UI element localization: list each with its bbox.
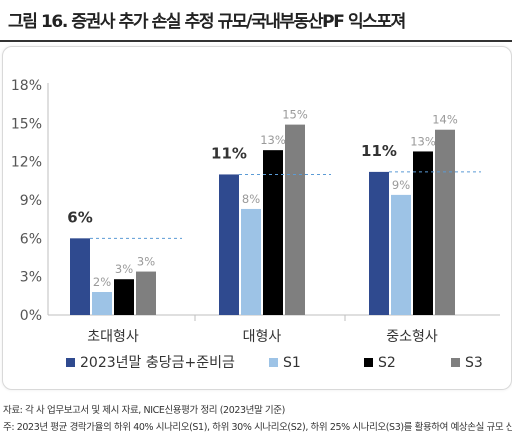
bar — [219, 174, 239, 315]
bar — [263, 150, 283, 315]
data-label: 14% — [432, 113, 458, 127]
data-label: 9% — [392, 178, 410, 192]
bar — [70, 238, 90, 315]
legend-label: S1 — [283, 355, 301, 371]
data-label: 3% — [137, 255, 155, 269]
legend-label: S2 — [378, 355, 396, 371]
bar — [391, 194, 411, 315]
title-divider — [0, 40, 512, 42]
x-category-label: 초대형사 — [87, 329, 139, 345]
bar — [369, 171, 389, 315]
y-tick-label: 3% — [20, 270, 42, 286]
bar — [285, 124, 305, 315]
data-label: 13% — [260, 133, 286, 147]
legend-swatch — [269, 358, 278, 367]
bar — [92, 292, 112, 315]
source-note: 자료: 각 사 업무보고서 및 제시 자료, NICE신용평가 정리 (2023… — [3, 405, 285, 416]
legend-swatch — [66, 358, 75, 367]
data-label: 13% — [410, 134, 436, 148]
y-tick-label: 9% — [20, 193, 42, 209]
data-label: 6% — [67, 208, 92, 226]
y-tick-label: 12% — [11, 155, 42, 171]
y-tick-label: 0% — [20, 308, 42, 324]
data-label: 3% — [115, 262, 133, 276]
legend-swatch — [364, 358, 373, 367]
y-tick-label: 15% — [11, 116, 42, 132]
legend-label: 2023년말 충당금+준비금 — [80, 355, 235, 371]
data-label: 8% — [242, 192, 260, 206]
x-category-label: 중소형사 — [386, 329, 438, 345]
legend-label: S3 — [465, 355, 483, 371]
x-category-label: 대형사 — [243, 329, 282, 345]
y-tick-label: 6% — [20, 231, 42, 247]
legend-swatch — [451, 358, 460, 367]
data-label: 2% — [93, 275, 111, 289]
bar — [413, 151, 433, 315]
bar — [435, 129, 455, 315]
bar — [136, 271, 156, 315]
bar — [114, 279, 134, 315]
footnote: 주: 2023년 평균 경락가율의 하위 40% 시나리오(S1), 하위 30… — [3, 422, 512, 433]
chart-title: 그림 16. 증권사 추가 손실 추정 규모/국내부동산PF 익스포져 — [8, 12, 406, 32]
data-label: 11% — [361, 142, 397, 160]
bar — [241, 208, 261, 315]
data-label: 15% — [282, 108, 308, 122]
y-tick-label: 18% — [11, 78, 42, 94]
data-label: 11% — [211, 144, 247, 162]
